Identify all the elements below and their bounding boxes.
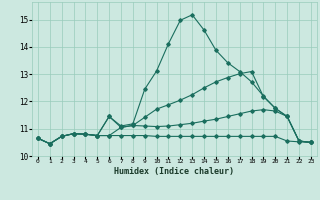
X-axis label: Humidex (Indice chaleur): Humidex (Indice chaleur) — [115, 167, 234, 176]
